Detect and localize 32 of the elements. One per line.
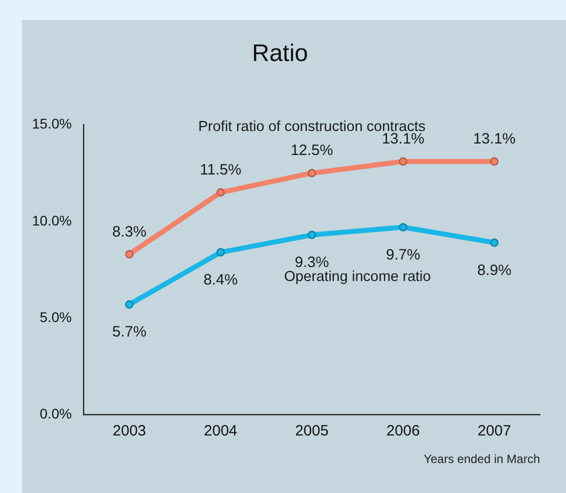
chart-title: Ratio xyxy=(252,40,308,68)
point xyxy=(216,188,225,197)
y-tick-label: 10.0% xyxy=(32,212,72,228)
y-tick-label: 0.0% xyxy=(40,405,72,422)
point xyxy=(308,168,316,178)
data-label: 9.3% xyxy=(294,254,329,272)
point xyxy=(490,157,499,166)
point xyxy=(398,157,408,166)
y-tick-label: 5.0% xyxy=(40,308,72,325)
data-label: 9.7% xyxy=(386,246,420,264)
data-label: 5.7% xyxy=(112,324,146,341)
point xyxy=(398,222,408,232)
y-tick-label: 15.0% xyxy=(32,116,72,132)
x-tick-label: 2007 xyxy=(478,422,512,440)
data-label: 13.1% xyxy=(382,130,424,148)
data-label: 12.5% xyxy=(290,142,334,160)
data-label: 8.3% xyxy=(112,223,146,240)
data-label: 8.9% xyxy=(477,262,512,279)
x-tick-label: 2004 xyxy=(204,422,238,440)
x-tick-label: 2005 xyxy=(295,422,329,440)
x-tick-label: 2003 xyxy=(112,422,146,440)
data-label: 13.1% xyxy=(473,130,516,148)
x-axis-title: Years ended in March xyxy=(424,452,540,466)
x-tick-label: 2006 xyxy=(386,422,420,440)
series-label: Operating income ratio xyxy=(284,269,431,286)
point xyxy=(216,248,225,257)
point xyxy=(308,230,316,240)
point xyxy=(125,300,134,309)
data-label: 11.5% xyxy=(200,162,242,179)
data-label: 8.4% xyxy=(203,271,238,288)
point xyxy=(125,250,134,258)
point xyxy=(490,238,499,247)
